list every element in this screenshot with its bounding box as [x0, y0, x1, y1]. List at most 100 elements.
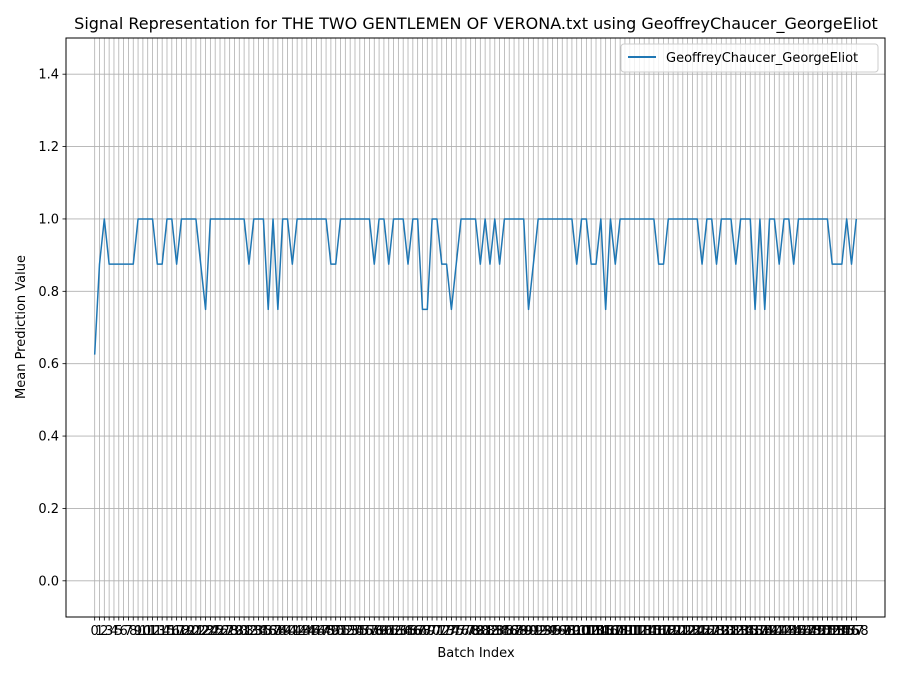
x-tick-label: 87: [506, 624, 523, 639]
x-tick-label: 127: [694, 624, 719, 639]
x-tick-label: 148: [796, 624, 821, 639]
x-tick-label: 80: [472, 624, 489, 639]
x-tick-label: 103: [579, 624, 604, 639]
x-tick-label: 94: [540, 624, 557, 639]
x-tick-label: 14: [154, 624, 171, 639]
x-tick-label: 22: [192, 624, 209, 639]
x-tick-label: 79: [467, 624, 484, 639]
x-tick-label: 83: [487, 624, 504, 639]
x-tick-label: 104: [584, 624, 609, 639]
y-tick-label: 1.2: [38, 140, 59, 155]
x-tick-label: 17: [168, 624, 185, 639]
x-tick-label: 121: [666, 624, 691, 639]
x-axis: 0123456789101112131415161718192021222324…: [91, 617, 869, 639]
series-line: [93, 218, 858, 355]
x-tick-label: 72: [433, 624, 450, 639]
legend-label: GeoffreyChaucer_GeorgeEliot: [666, 51, 858, 66]
x-tick-label: 68: [414, 624, 431, 639]
x-tick-label: 129: [704, 624, 729, 639]
x-tick-label: 150: [805, 624, 830, 639]
x-tick-label: 4: [110, 624, 118, 639]
x-tick-label: 60: [376, 624, 393, 639]
x-tick-label: 58: [366, 624, 383, 639]
x-tick-label: 115: [637, 624, 662, 639]
x-tick-label: 9: [134, 624, 142, 639]
x-tick-label: 102: [574, 624, 599, 639]
y-tick-label: 0.8: [38, 285, 59, 300]
x-tick-label: 106: [593, 624, 618, 639]
x-tick-label: 13: [149, 624, 166, 639]
x-tick-label: 135: [733, 624, 758, 639]
x-tick-label: 67: [409, 624, 426, 639]
x-tick-label: 124: [680, 624, 705, 639]
x-tick-label: 84: [491, 624, 508, 639]
x-tick-label: 156: [834, 624, 859, 639]
x-tick-label: 27: [217, 624, 234, 639]
x-tick-label: 48: [318, 624, 335, 639]
x-tick-label: 61: [380, 624, 397, 639]
x-tick-label: 76: [453, 624, 470, 639]
x-tick-label: 62: [385, 624, 402, 639]
x-tick-label: 128: [699, 624, 724, 639]
x-tick-label: 89: [515, 624, 532, 639]
series-layer: [93, 218, 858, 355]
x-tick-label: 82: [482, 624, 499, 639]
x-tick-label: 30: [231, 624, 248, 639]
x-tick-label: 134: [728, 624, 753, 639]
x-tick-label: 16: [164, 624, 181, 639]
x-tick-label: 7: [124, 624, 132, 639]
x-tick-label: 25: [207, 624, 224, 639]
x-tick-label: 114: [632, 624, 657, 639]
x-tick-label: 144: [776, 624, 801, 639]
x-tick-label: 126: [690, 624, 715, 639]
x-tick-label: 6: [119, 624, 127, 639]
x-tick-label: 154: [825, 624, 850, 639]
x-tick-label: 101: [569, 624, 594, 639]
x-tick-label: 97: [554, 624, 571, 639]
x-tick-label: 41: [284, 624, 301, 639]
x-tick-label: 145: [781, 624, 806, 639]
x-tick-label: 57: [361, 624, 378, 639]
x-tick-label: 23: [197, 624, 214, 639]
x-tick-label: 37: [265, 624, 282, 639]
y-tick-label: 0.4: [38, 430, 59, 445]
x-tick-label: 0: [91, 624, 99, 639]
x-tick-label: 140: [757, 624, 782, 639]
x-tick-label: 125: [685, 624, 710, 639]
x-tick-label: 95: [544, 624, 561, 639]
x-tick-label: 35: [255, 624, 272, 639]
x-tick-label: 130: [709, 624, 734, 639]
x-tick-label: 132: [719, 624, 744, 639]
x-tick-label: 78: [462, 624, 479, 639]
x-tick-label: 142: [767, 624, 792, 639]
x-tick-label: 21: [188, 624, 205, 639]
x-tick-label: 69: [419, 624, 436, 639]
x-tick-label: 38: [270, 624, 287, 639]
x-tick-label: 91: [525, 624, 542, 639]
x-tick-label: 158: [844, 624, 869, 639]
x-tick-label: 75: [448, 624, 465, 639]
x-tick-label: 11: [139, 624, 156, 639]
x-tick-label: 70: [424, 624, 441, 639]
x-tick-label: 92: [530, 624, 547, 639]
x-tick-label: 2: [100, 624, 108, 639]
x-tick-label: 155: [829, 624, 854, 639]
x-tick-label: 143: [772, 624, 797, 639]
x-tick-label: 34: [250, 624, 267, 639]
x-tick-label: 149: [801, 624, 826, 639]
x-tick-label: 138: [747, 624, 772, 639]
chart-title: Signal Representation for THE TWO GENTLE…: [74, 14, 878, 34]
x-tick-label: 15: [159, 624, 176, 639]
x-tick-label: 31: [236, 624, 253, 639]
x-tick-label: 45: [303, 624, 320, 639]
x-tick-label: 51: [332, 624, 349, 639]
x-tick-label: 12: [144, 624, 161, 639]
x-tick-label: 18: [173, 624, 190, 639]
x-tick-label: 133: [723, 624, 748, 639]
x-tick-label: 44: [299, 624, 316, 639]
x-tick-label: 46: [308, 624, 325, 639]
x-tick-label: 131: [714, 624, 739, 639]
x-tick-label: 90: [520, 624, 537, 639]
x-tick-label: 112: [622, 624, 647, 639]
x-tick-label: 66: [405, 624, 422, 639]
